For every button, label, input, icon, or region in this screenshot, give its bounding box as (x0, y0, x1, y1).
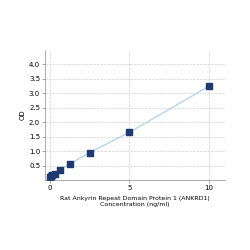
Point (53, 172, 57, 176)
Point (128, 130, 132, 134)
Point (58, 168, 62, 172)
Point (88, 150, 92, 154)
Point (207, 84, 211, 88)
Point (49, 174, 53, 178)
X-axis label: Rat Ankyrin Repeat Domain Protein 1 (ANKRD1)
Concentration (ng/ml): Rat Ankyrin Repeat Domain Protein 1 (ANK… (60, 196, 210, 207)
Point (50, 173, 54, 177)
Y-axis label: OD: OD (20, 110, 26, 120)
Point (48, 175, 52, 179)
Point (68, 162, 72, 166)
